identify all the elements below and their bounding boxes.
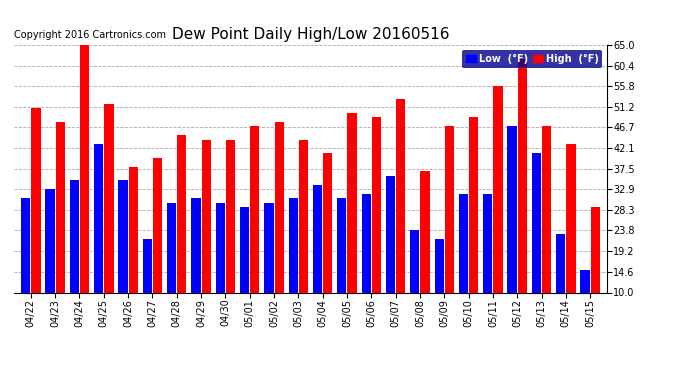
Bar	[104, 104, 114, 292]
Bar	[46, 189, 55, 292]
Bar	[566, 144, 575, 292]
Bar	[31, 108, 41, 292]
Title: Dew Point Daily High/Low 20160516: Dew Point Daily High/Low 20160516	[172, 27, 449, 42]
Bar	[80, 45, 89, 292]
Bar	[201, 140, 210, 292]
Bar	[167, 202, 176, 292]
Bar	[56, 122, 65, 292]
Bar	[21, 198, 30, 292]
Bar	[435, 238, 444, 292]
Bar	[396, 99, 405, 292]
Bar	[445, 126, 454, 292]
Bar	[275, 122, 284, 292]
Bar	[216, 202, 225, 292]
Bar	[556, 234, 565, 292]
Bar	[518, 58, 527, 292]
Bar	[362, 194, 371, 292]
Bar	[580, 270, 590, 292]
Bar	[532, 153, 541, 292]
Bar	[372, 117, 381, 292]
Bar	[469, 117, 478, 292]
Bar	[299, 140, 308, 292]
Bar	[191, 198, 201, 292]
Bar	[420, 171, 430, 292]
Bar	[177, 135, 186, 292]
Bar	[348, 112, 357, 292]
Bar	[143, 238, 152, 292]
Text: Copyright 2016 Cartronics.com: Copyright 2016 Cartronics.com	[14, 30, 166, 40]
Bar	[128, 166, 138, 292]
Bar	[507, 126, 517, 292]
Bar	[386, 176, 395, 292]
Bar	[250, 126, 259, 292]
Bar	[323, 153, 333, 292]
Bar	[591, 207, 600, 292]
Bar	[153, 158, 162, 292]
Legend: Low  (°F), High  (°F): Low (°F), High (°F)	[462, 50, 602, 68]
Bar	[493, 86, 502, 292]
Bar	[226, 140, 235, 292]
Bar	[264, 202, 273, 292]
Bar	[313, 184, 322, 292]
Bar	[288, 198, 298, 292]
Bar	[240, 207, 249, 292]
Bar	[483, 194, 493, 292]
Bar	[542, 126, 551, 292]
Bar	[337, 198, 346, 292]
Bar	[70, 180, 79, 292]
Bar	[94, 144, 104, 292]
Bar	[459, 194, 468, 292]
Bar	[119, 180, 128, 292]
Bar	[411, 230, 420, 292]
